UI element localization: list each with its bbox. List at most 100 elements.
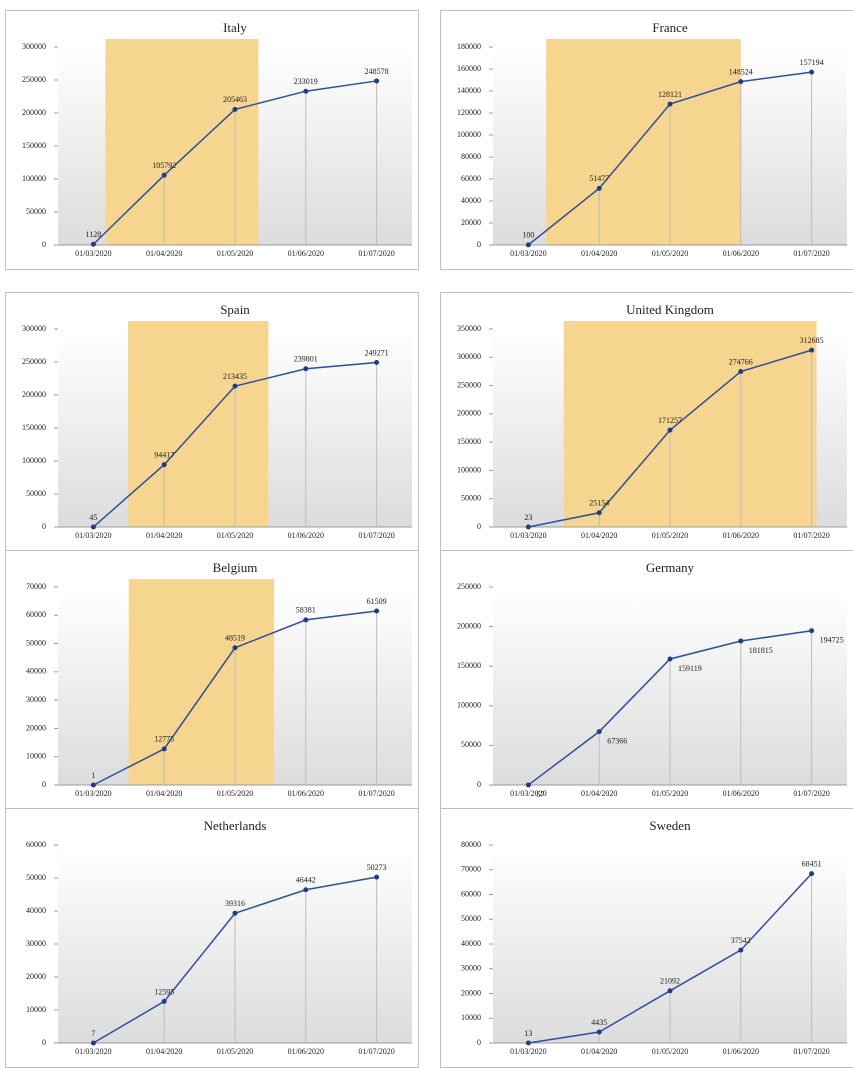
y-tick-label: 150000	[22, 423, 46, 432]
y-tick-label: 100000	[457, 130, 481, 139]
data-label: 181815	[749, 646, 773, 655]
point	[809, 347, 815, 353]
x-tick-label: 01/03/2020	[75, 531, 111, 540]
y-tick-label: 0	[477, 780, 481, 789]
y-tick-label: 50000	[461, 914, 481, 923]
point	[374, 78, 380, 84]
y-tick-label: 30000	[26, 695, 46, 704]
data-label: 23	[524, 513, 532, 522]
highlight-band	[105, 39, 259, 245]
x-tick-label: 01/06/2020	[288, 249, 324, 258]
chart-panel: France 0 20000 40000 60000 80000 100000 120000 1…	[440, 10, 853, 270]
point	[303, 617, 309, 623]
x-tick-label: 01/06/2020	[723, 789, 759, 798]
x-tick-label: 01/06/2020	[723, 531, 759, 540]
y-tick-label: 10000	[461, 1013, 481, 1022]
data-label: 68451	[802, 859, 822, 868]
y-tick-label: 0	[42, 780, 46, 789]
chart: Sweden 0 10000 20000 30000 40000 50000 60000 700…	[461, 818, 847, 1056]
y-tick-label: 150000	[457, 661, 481, 670]
point	[303, 887, 309, 893]
chart-title: Netherlands	[204, 818, 267, 833]
point	[809, 69, 815, 75]
data-label: 48519	[225, 634, 245, 643]
data-label: 94417	[154, 451, 174, 460]
x-tick-label: 01/03/2020	[510, 789, 546, 798]
y-tick-label: 40000	[26, 667, 46, 676]
chart-panel: United Kingdom 0 50000 100000 150000 200000 25…	[440, 292, 853, 552]
x-tick-label: 01/07/2020	[793, 1047, 829, 1056]
highlight-band	[128, 579, 274, 785]
point	[525, 782, 531, 788]
y-tick-label: 50000	[461, 494, 481, 503]
point	[667, 101, 673, 107]
x-tick-label: 01/07/2020	[793, 249, 829, 258]
highlight-band	[128, 321, 269, 527]
point	[303, 88, 309, 94]
x-tick-label: 01/05/2020	[217, 531, 253, 540]
y-tick-label: 0	[477, 240, 481, 249]
x-tick-label: 01/06/2020	[288, 531, 324, 540]
y-tick-label: 100000	[22, 174, 46, 183]
data-label: 105792	[152, 161, 176, 170]
data-label: 248578	[365, 67, 389, 76]
point	[90, 782, 96, 788]
x-tick-label: 01/04/2020	[581, 531, 617, 540]
y-tick-label: 160000	[457, 64, 481, 73]
y-tick-label: 20000	[461, 988, 481, 997]
y-tick-label: 300000	[22, 324, 46, 333]
x-tick-label: 01/07/2020	[358, 789, 394, 798]
point	[90, 524, 96, 530]
data-label: 1128	[86, 230, 102, 239]
x-tick-label: 01/06/2020	[723, 249, 759, 258]
point	[303, 366, 309, 372]
y-tick-label: 120000	[457, 108, 481, 117]
highlight-band	[546, 39, 741, 245]
data-label: 148524	[729, 67, 753, 76]
data-label: 37542	[731, 936, 751, 945]
chart: France 0 20000 40000 60000 80000 100000 120000 1…	[457, 20, 847, 258]
data-label: 7	[91, 1029, 95, 1038]
y-tick-label: 20000	[26, 723, 46, 732]
point	[161, 172, 167, 178]
point	[596, 729, 602, 735]
data-label: 159119	[678, 664, 702, 673]
y-tick-label: 350000	[457, 324, 481, 333]
y-tick-label: 0	[42, 240, 46, 249]
data-label: 67366	[607, 736, 627, 745]
y-tick-label: 150000	[457, 437, 481, 446]
point	[738, 79, 744, 85]
data-label: 51477	[589, 174, 609, 183]
x-tick-label: 01/04/2020	[581, 249, 617, 258]
data-label: 205463	[223, 95, 247, 104]
y-tick-label: 70000	[461, 865, 481, 874]
y-tick-label: 180000	[457, 42, 481, 51]
x-tick-label: 01/05/2020	[217, 1047, 253, 1056]
point	[161, 462, 167, 468]
y-tick-label: 50000	[461, 740, 481, 749]
y-tick-label: 250000	[22, 357, 46, 366]
data-label: 213435	[223, 372, 247, 381]
chart-panel: Netherlands 0 10000 20000 30000 40000 50000 600…	[5, 808, 419, 1068]
chart-title: Germany	[646, 560, 695, 575]
point	[90, 1040, 96, 1046]
data-label: 249271	[365, 348, 389, 357]
point	[596, 1029, 602, 1035]
point	[525, 1040, 531, 1046]
x-tick-label: 01/07/2020	[793, 789, 829, 798]
y-tick-label: 0	[477, 1038, 481, 1047]
point	[374, 608, 380, 614]
y-tick-label: 300000	[457, 352, 481, 361]
data-label: 12775	[154, 735, 174, 744]
data-label: 171257	[658, 416, 682, 425]
data-label: 100	[522, 231, 534, 240]
chart: United Kingdom 0 50000 100000 150000 200000 25…	[457, 302, 847, 540]
y-tick-label: 140000	[457, 86, 481, 95]
data-label: 25154	[589, 499, 609, 508]
y-tick-label: 50000	[26, 873, 46, 882]
x-tick-label: 01/04/2020	[581, 1047, 617, 1056]
point	[90, 241, 96, 247]
x-tick-label: 01/03/2020	[510, 1047, 546, 1056]
point	[525, 242, 531, 248]
data-label: 194725	[820, 636, 844, 645]
